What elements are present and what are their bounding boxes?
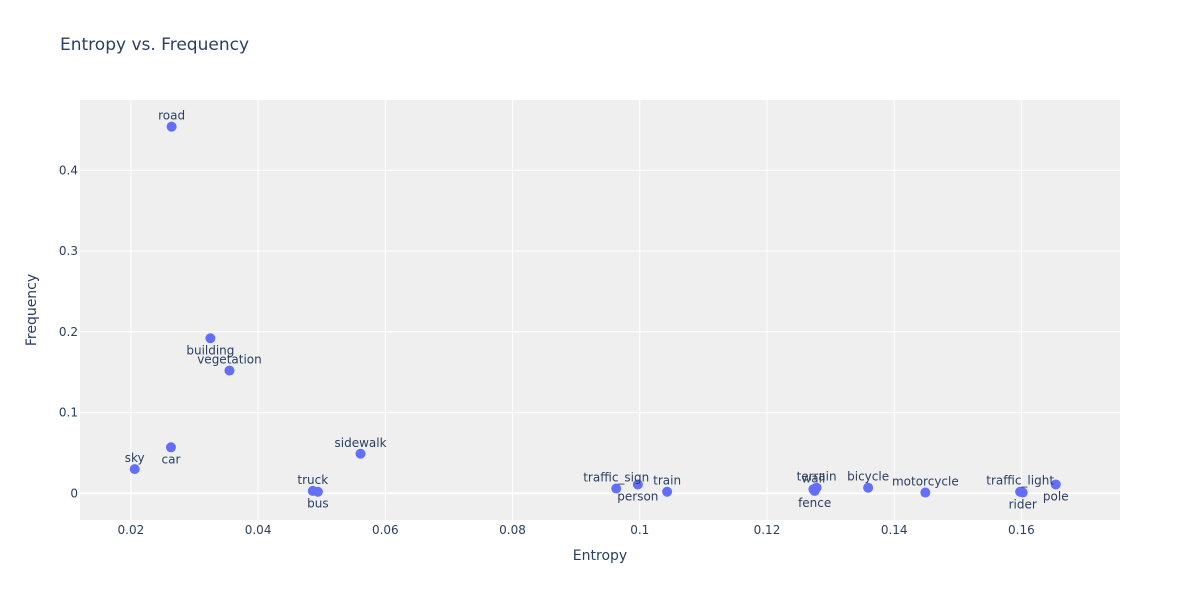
- data-point-motorcycle[interactable]: [920, 487, 931, 498]
- y-axis-title: Frequency: [24, 274, 40, 346]
- data-point-pole[interactable]: [1050, 479, 1061, 490]
- data-point-car[interactable]: [165, 442, 176, 453]
- data-point-building[interactable]: [205, 333, 216, 344]
- x-tick-label: 0.08: [499, 523, 526, 537]
- x-tick-label: 0.06: [372, 523, 399, 537]
- y-tick-label: 0.1: [59, 406, 78, 420]
- data-label-sky: sky: [125, 451, 145, 465]
- data-points: [129, 121, 1061, 498]
- data-label-motorcycle: motorcycle: [892, 475, 959, 489]
- x-axis-title: Entropy: [573, 548, 627, 564]
- data-point-bicycle[interactable]: [863, 482, 874, 493]
- data-label-sidewalk: sidewalk: [334, 436, 386, 450]
- data-label-bus: bus: [307, 497, 328, 511]
- y-tick-label: 0.2: [59, 325, 78, 339]
- y-axis-ticks: 0 0.1 0.2 0.3 0.4: [59, 163, 78, 500]
- data-label-fence: fence: [798, 496, 831, 510]
- data-point-road[interactable]: [166, 121, 177, 132]
- data-label-rider: rider: [1009, 498, 1037, 512]
- data-point-vegetation[interactable]: [224, 365, 235, 376]
- data-label-traffic-light: traffic_light: [986, 474, 1054, 488]
- x-tick-label: 0.1: [630, 523, 649, 537]
- x-tick-label: 0.14: [881, 523, 908, 537]
- x-axis-ticks: 0.02 0.04 0.06 0.08 0.1 0.12 0.14 0.16: [118, 523, 1035, 537]
- data-label-traffic-sign: traffic_sign: [583, 471, 649, 485]
- data-label-road: road: [158, 109, 185, 123]
- y-tick-label: 0: [70, 486, 78, 500]
- data-label-train: train: [653, 474, 681, 488]
- data-label-building: building: [186, 343, 234, 357]
- plot-area: [80, 100, 1120, 520]
- data-label-pole: pole: [1043, 489, 1069, 503]
- data-label-car: car: [162, 452, 181, 466]
- data-label-terrain: terrain: [797, 470, 837, 484]
- x-tick-label: 0.02: [118, 523, 145, 537]
- data-point-train[interactable]: [662, 486, 673, 497]
- data-point-traffic-sign[interactable]: [611, 483, 622, 494]
- y-tick-label: 0.4: [59, 163, 78, 177]
- chart-title: Entropy vs. Frequency: [60, 35, 249, 55]
- data-label-vegetation: vegetation: [197, 353, 262, 367]
- data-label-bicycle: bicycle: [847, 470, 889, 484]
- data-point-sky[interactable]: [129, 464, 140, 475]
- data-point-bus[interactable]: [312, 486, 323, 497]
- x-tick-label: 0.12: [754, 523, 781, 537]
- data-point-rider[interactable]: [1017, 487, 1028, 498]
- x-tick-label: 0.16: [1008, 523, 1035, 537]
- gridlines: [80, 100, 1120, 520]
- data-label-truck: truck: [297, 473, 328, 487]
- data-label-person: person: [617, 489, 658, 503]
- data-point-sidewalk[interactable]: [355, 448, 366, 459]
- y-tick-label: 0.3: [59, 244, 78, 258]
- data-point-person[interactable]: [632, 479, 643, 490]
- data-label-wall: wall: [801, 471, 825, 485]
- x-tick-label: 0.04: [245, 523, 272, 537]
- data-point-fence[interactable]: [809, 485, 820, 496]
